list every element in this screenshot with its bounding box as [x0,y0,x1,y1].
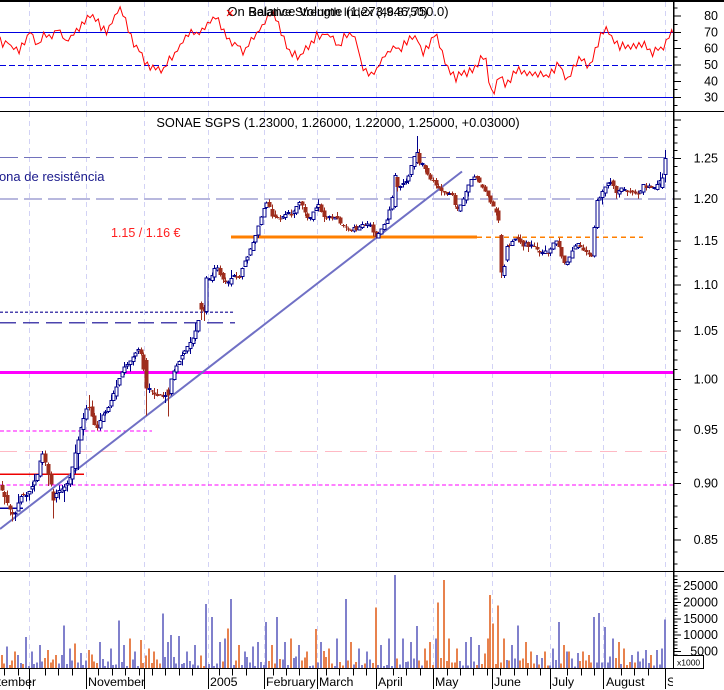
svg-text:5000: 5000 [690,645,718,659]
svg-text:30: 30 [704,91,718,105]
svg-text:1.25: 1.25 [694,152,718,166]
svg-text:On Balance Volume (1,273,946,7: On Balance Volume (1,273,946,750.0) [227,4,448,19]
svg-text:60: 60 [704,42,718,56]
svg-text:40: 40 [704,74,718,88]
svg-text:SONAE SGPS (1.23000, 1.26000,: SONAE SGPS (1.23000, 1.26000, 1.22000, 1… [156,115,519,130]
svg-text:June: June [494,675,521,689]
svg-text:x1000: x1000 [677,658,700,668]
svg-text:70: 70 [704,26,718,40]
svg-text:Relative Strength Index (46.87: Relative Strength Index (46.8750) [248,5,427,19]
svg-text:25000: 25000 [683,579,718,593]
svg-text:September: September [0,675,36,689]
svg-text:1.10: 1.10 [694,278,718,292]
svg-text:15000: 15000 [683,612,718,626]
svg-text:March: March [319,675,354,689]
svg-text:September: September [667,675,724,689]
svg-text:February: February [266,675,316,689]
svg-text:Zona de resistência: Zona de resistência [0,169,105,184]
svg-text:80: 80 [704,9,718,23]
svg-text:1.00: 1.00 [694,372,718,386]
svg-text:50: 50 [704,58,718,72]
svg-text:August: August [606,675,645,689]
svg-text:20000: 20000 [683,595,718,609]
svg-text:1.20: 1.20 [694,192,718,206]
svg-text:10000: 10000 [683,628,718,642]
svg-text:July: July [552,675,575,689]
svg-text:1.05: 1.05 [694,324,718,338]
svg-text:2005: 2005 [210,675,238,689]
svg-text:0.85: 0.85 [694,533,718,547]
svg-text:May: May [435,675,459,689]
svg-text:1.15: 1.15 [694,234,718,248]
svg-text:0.90: 0.90 [694,477,718,491]
svg-text:0.95: 0.95 [694,423,718,437]
svg-text:November: November [88,675,145,689]
svg-text:April: April [378,675,403,689]
svg-text:1.15 / 1.16 €: 1.15 / 1.16 € [111,226,181,240]
